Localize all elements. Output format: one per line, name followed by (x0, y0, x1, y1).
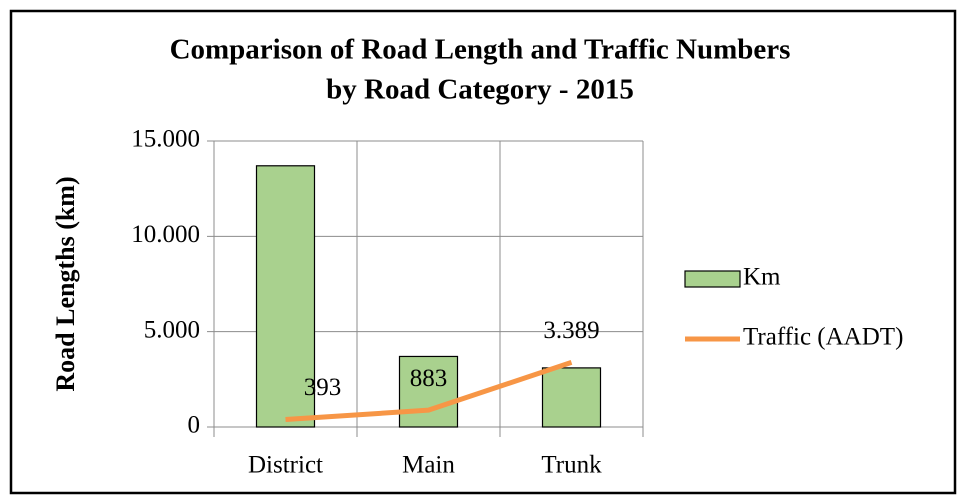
chart-title: Comparison of Road Length and Traffic Nu… (170, 34, 791, 66)
legend-swatch (684, 270, 741, 288)
bar (255, 165, 316, 428)
y-tick-label: 15.000 (131, 126, 200, 153)
legend-label: Km (743, 264, 781, 291)
y-axis-label: Road Lengths (km) (51, 176, 80, 391)
chart-title: by Road Category - 2015 (326, 74, 634, 106)
x-tick-label: Trunk (541, 452, 602, 479)
y-tick-label: 10.000 (131, 221, 200, 248)
data-label: 883 (410, 365, 448, 392)
data-label: 393 (304, 374, 342, 401)
legend-label: Traffic (AADT) (743, 324, 903, 351)
chart-frame (9, 9, 957, 495)
y-tick-label: 0 (188, 412, 201, 439)
x-tick-label: District (248, 452, 323, 479)
data-label: 3.389 (543, 317, 599, 344)
line (285, 360, 573, 423)
bar (541, 367, 602, 428)
y-tick-label: 5.000 (144, 316, 200, 343)
x-tick-label: Main (402, 452, 455, 479)
bar (398, 355, 459, 428)
